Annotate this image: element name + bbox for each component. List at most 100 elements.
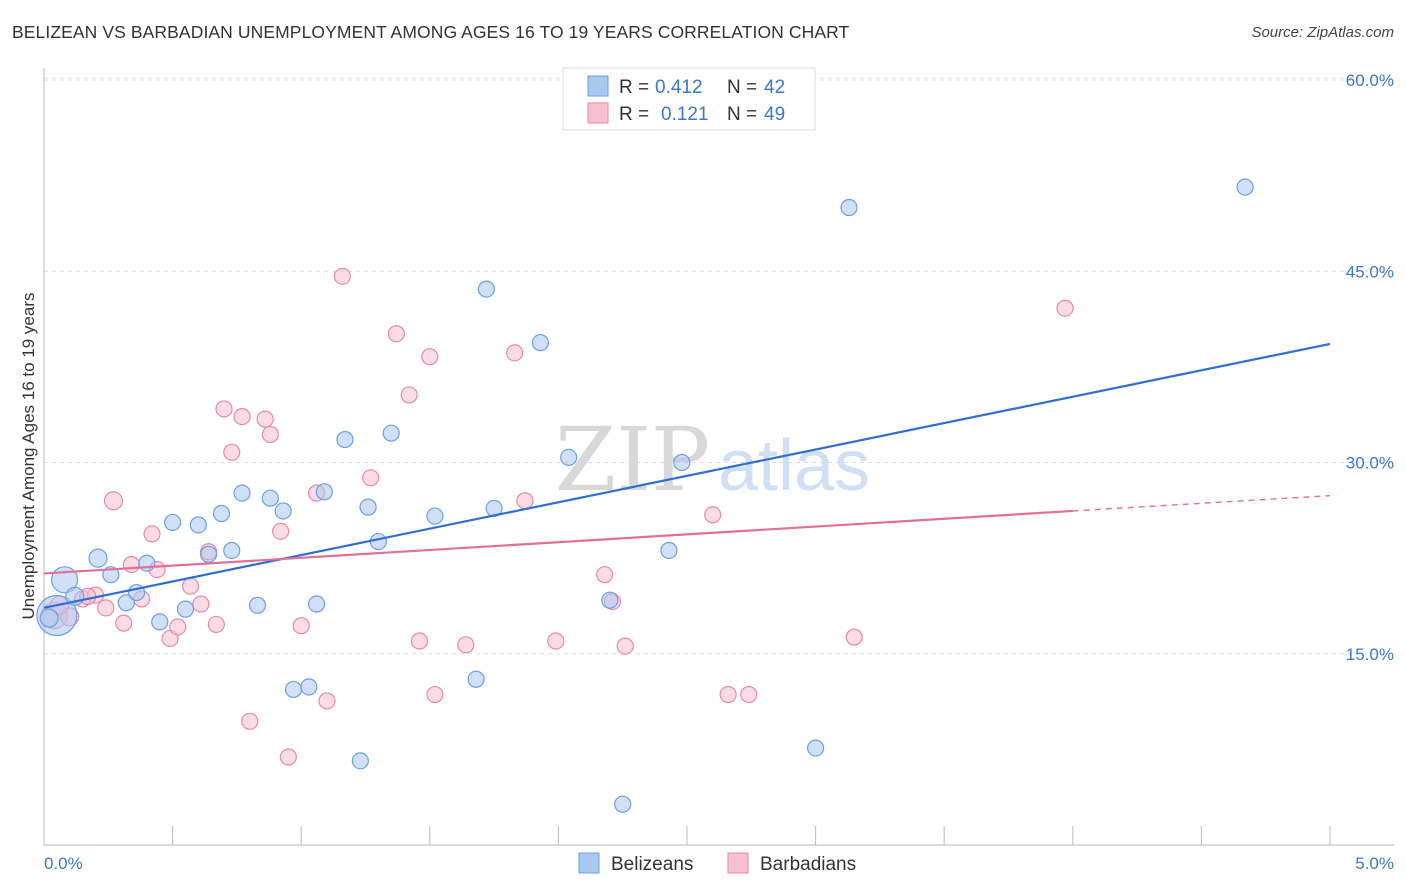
y-axis-label: Unemployment Among Ages 16 to 19 years [19, 293, 38, 620]
barbadian-point [143, 525, 161, 543]
belizean-point [477, 280, 495, 298]
barbadian-point [410, 632, 429, 650]
belizean-point [382, 424, 400, 442]
legend-swatch-belizeans [587, 75, 609, 97]
belizean-point [601, 591, 619, 609]
belizean-point [151, 613, 169, 631]
barbadian-point [362, 469, 380, 487]
belizean-point [274, 502, 292, 520]
barbadian-point [169, 618, 187, 636]
barbadian-point [1056, 299, 1074, 317]
barbadian-point [103, 491, 124, 511]
barbadian-point [182, 577, 200, 595]
barbadian-point [97, 599, 115, 617]
legend-r-value-2: 0.121 [661, 104, 709, 125]
belizean-point [39, 608, 59, 628]
belizeans-points [36, 178, 1254, 813]
chart-title: BELIZEAN VS BARBADIAN UNEMPLOYMENT AMONG… [12, 22, 850, 42]
belizean-point [426, 507, 444, 525]
belizean-point [138, 554, 156, 572]
barbadian-point [845, 628, 863, 646]
belizean-point [212, 504, 231, 523]
bottom-legend-barbadians: Barbadians [760, 854, 856, 875]
barbadian-point [233, 408, 251, 426]
belizean-point [223, 541, 241, 560]
belizean-point [300, 678, 318, 696]
belizean-point [176, 600, 195, 618]
watermark-atlas: atlas [718, 426, 870, 506]
barbadian-point [272, 522, 290, 540]
barbadian-point [400, 386, 418, 404]
belizean-point [351, 752, 369, 770]
barbadians-trend-extension [1072, 494, 1331, 512]
barbadian-point [740, 685, 758, 704]
legend-swatch-barbadians [587, 102, 609, 124]
barbadian-point [457, 636, 475, 654]
belizean-point [308, 595, 326, 613]
barbadian-point [318, 692, 336, 710]
barbadian-point [421, 348, 439, 366]
legend: R = 0.412 N = 42 R = 0.121 N = 49 [562, 67, 816, 131]
bottom-legend-swatch-belizeans [578, 852, 600, 874]
belizean-point [673, 453, 691, 472]
barbadian-point [506, 344, 524, 362]
belizean-point [200, 545, 218, 563]
watermark: ZIP atlas [555, 408, 870, 511]
bottom-legend-swatch-barbadians [727, 852, 749, 874]
belizean-point [248, 596, 267, 614]
barbadian-point [616, 637, 634, 655]
barbadian-point [547, 632, 565, 650]
barbadian-point [704, 506, 722, 524]
barbadian-point [426, 685, 444, 704]
belizean-point [369, 532, 387, 551]
belizean-point [531, 334, 549, 352]
belizean-point [164, 513, 182, 532]
legend-r-label-1: R = [619, 77, 649, 98]
belizean-point [189, 516, 207, 534]
x-tick-label-min: 0.0% [44, 854, 83, 873]
belizean-point [315, 483, 333, 501]
y-tick-label: 60.0% [1346, 71, 1394, 90]
barbadian-point [333, 267, 351, 285]
barbadian-point [516, 492, 534, 510]
legend-n-label-2: N = [727, 104, 757, 125]
barbadian-point [223, 443, 241, 461]
barbadians-trend-line [43, 509, 1073, 575]
barbadian-point [292, 617, 310, 635]
legend-r-value-1: 0.412 [655, 77, 703, 98]
belizean-point [840, 198, 858, 217]
barbadian-point [596, 566, 614, 584]
y-tick-label: 30.0% [1346, 454, 1394, 473]
bottom-legend: Belizeans Barbadians [578, 852, 856, 875]
bottom-legend-belizeans: Belizeans [611, 854, 693, 875]
barbadian-point [215, 400, 233, 418]
belizeans-trend-line [43, 342, 1331, 609]
barbadian-point [261, 425, 279, 444]
belizean-point [233, 484, 251, 502]
belizean-point [284, 680, 303, 699]
barbadian-point [122, 555, 141, 574]
legend-n-label-1: N = [727, 77, 757, 98]
barbadian-point [115, 614, 133, 632]
belizean-point [614, 795, 632, 813]
belizean-point [336, 430, 354, 449]
belizean-point [806, 739, 825, 757]
x-tick-label-max: 5.0% [1355, 854, 1394, 873]
legend-n-value-2: 49 [764, 104, 785, 125]
legend-r-label-2: R = [619, 104, 649, 125]
barbadian-point [256, 410, 274, 428]
barbadian-point [192, 595, 210, 613]
y-tick-label: 15.0% [1346, 645, 1394, 664]
belizean-point [117, 594, 135, 612]
belizean-point [88, 548, 108, 568]
barbadian-point [719, 685, 737, 704]
belizean-point [359, 498, 377, 516]
trend-lines [43, 342, 1331, 609]
y-tick-labels: 15.0% 30.0% 45.0% 60.0% [1346, 71, 1394, 664]
legend-n-value-1: 42 [764, 77, 785, 98]
belizean-point [560, 448, 578, 466]
belizean-point [660, 541, 678, 560]
source-label: Source: ZipAtlas.com [1251, 24, 1394, 41]
axes [43, 68, 1394, 846]
